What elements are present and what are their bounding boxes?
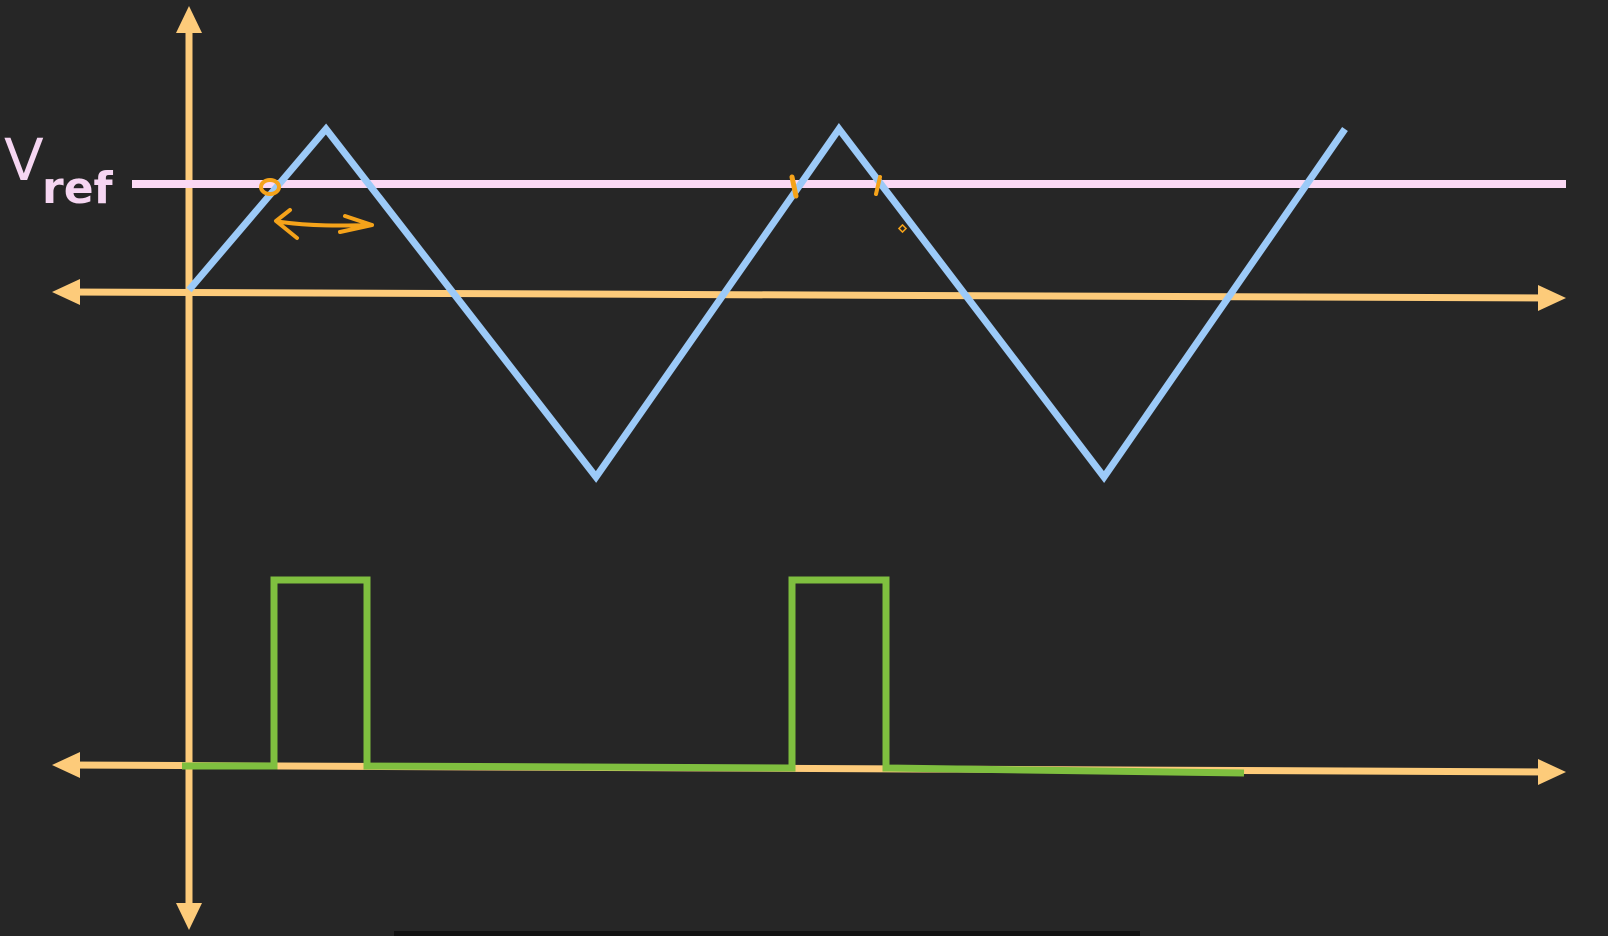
vertical-axis-bottom-arrowhead bbox=[176, 903, 202, 930]
intersection-circle-mark bbox=[259, 178, 281, 196]
upper-axis-left-arrowhead bbox=[52, 279, 80, 305]
lower-axis-right-arrowhead bbox=[1538, 759, 1566, 785]
intersection-tick-mark bbox=[789, 174, 799, 199]
pwm-output-signal bbox=[182, 576, 1245, 777]
lower-horizontal-axis bbox=[52, 752, 1566, 785]
upper-horizontal-axis bbox=[52, 279, 1566, 311]
pulse-width-double-arrow bbox=[274, 208, 374, 240]
small-dot-mark bbox=[897, 223, 908, 234]
triangle-carrier-wave bbox=[186, 123, 1348, 483]
bottom-edge-bar bbox=[394, 931, 1140, 936]
vertical-axis bbox=[176, 6, 202, 930]
vref-label: V ref bbox=[4, 126, 114, 214]
intersection-tick-mark bbox=[874, 175, 882, 196]
vref-label-v: V bbox=[4, 126, 44, 194]
vertical-axis-top-arrowhead bbox=[176, 6, 202, 33]
vref-label-subscript: ref bbox=[42, 163, 114, 214]
lower-axis-left-arrowhead bbox=[52, 752, 80, 778]
upper-axis-right-arrowhead bbox=[1538, 285, 1566, 311]
handwritten-annotations bbox=[259, 174, 908, 240]
